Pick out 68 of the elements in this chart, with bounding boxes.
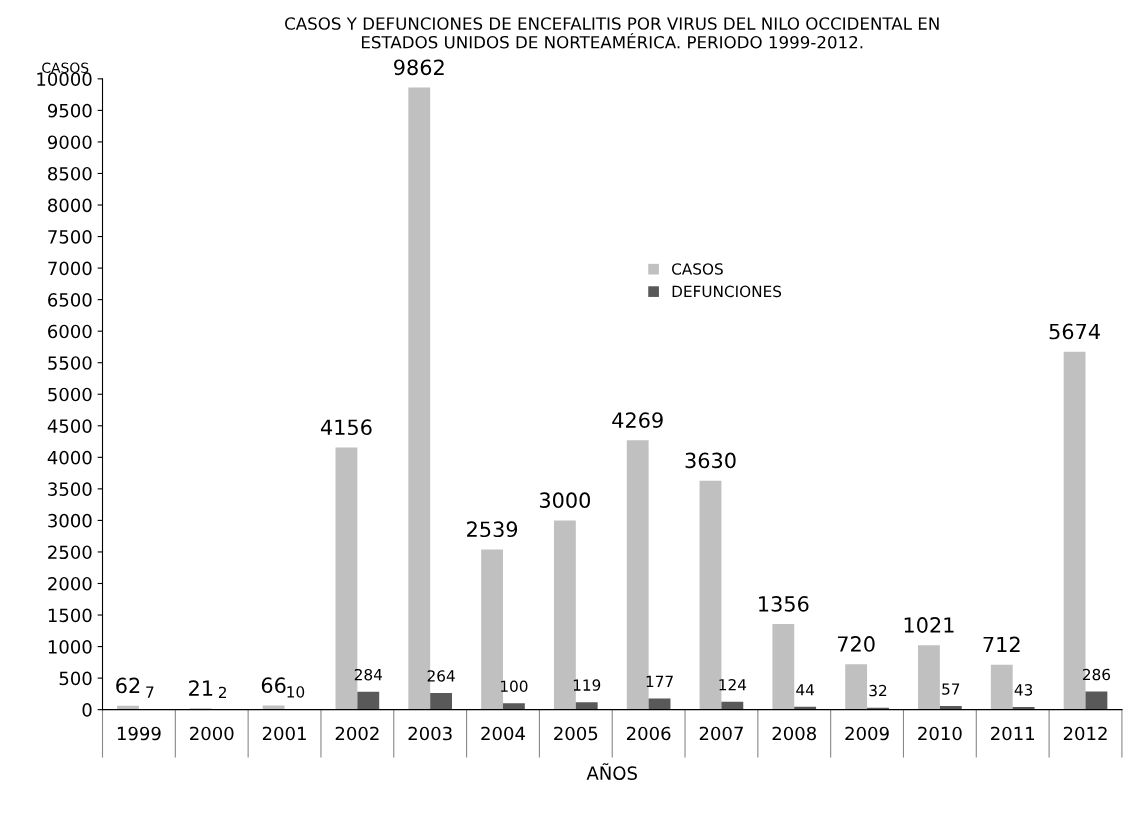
x-tick-label: 2008: [772, 726, 816, 741]
y-tick-label: 5000: [48, 387, 92, 402]
x-tick-label: 2005: [554, 726, 598, 741]
data-label: 66: [261, 677, 286, 694]
y-tick-label: 3000: [48, 513, 92, 528]
x-tick-label: 2001: [262, 726, 306, 741]
data-label: 1021: [904, 617, 954, 633]
y-tick-label: 6000: [48, 324, 92, 339]
y-tick-label: 4500: [47, 419, 92, 433]
data-label: 720: [837, 636, 875, 652]
x-tick-label: 2002: [335, 726, 379, 741]
y-tick-label: 9000: [47, 135, 92, 150]
data-label: 100: [501, 680, 528, 693]
data-label: 62: [116, 677, 140, 694]
x-tick-label: 2003: [408, 726, 452, 741]
data-label: 32: [869, 684, 887, 697]
data-label: 5674: [1049, 323, 1100, 340]
y-tick-label: 8500: [48, 166, 92, 181]
data-label: 3000: [539, 492, 591, 509]
x-tick-label: 2009: [845, 726, 889, 741]
data-label: 43: [1014, 684, 1033, 696]
data-label: 119: [573, 679, 601, 691]
x-tick-label: 2006: [626, 726, 671, 741]
x-tick-label: 2007: [699, 726, 743, 741]
x-tick-label: 1999: [117, 726, 161, 741]
x-tick-label: 2012: [1063, 726, 1107, 741]
data-label: 9862: [394, 59, 444, 76]
x-tick-label: 2000: [190, 726, 234, 741]
y-tick-label: 6500: [48, 293, 92, 307]
data-label: 57: [942, 683, 960, 695]
x-tick-label: 2004: [481, 726, 525, 741]
data-label: 3630: [685, 452, 736, 469]
y-axis-title: CASOS: [42, 62, 89, 74]
x-tick-label: 2010: [918, 726, 962, 741]
y-tick-label: 3500: [48, 482, 92, 496]
x-axis-title: AÑOS: [586, 763, 637, 780]
data-label: 264: [427, 670, 455, 682]
y-tick-label: 1000: [48, 640, 92, 654]
legend-label: CASOS: [672, 263, 723, 275]
data-label: 284: [354, 668, 383, 681]
y-tick-label: 7500: [48, 230, 92, 244]
y-tick-label: 7000: [48, 261, 92, 276]
y-tick-label: 8000: [48, 198, 92, 213]
y-tick-label: 0: [82, 703, 92, 717]
data-label: 2539: [467, 521, 518, 538]
y-tick-label: 1500: [48, 608, 92, 623]
y-tick-label: 2500: [48, 545, 92, 560]
data-label: 10: [287, 686, 305, 698]
y-tick-label: 9500: [47, 103, 92, 118]
legend-label: DEFUNCIONES: [672, 285, 782, 298]
data-label: 7: [146, 686, 154, 698]
data-label: 4156: [320, 419, 372, 436]
y-tick-label: 500: [59, 671, 92, 686]
data-label: 21: [189, 680, 213, 696]
data-label: 2: [218, 686, 226, 699]
data-label: 177: [646, 675, 673, 687]
y-tick-label: 2000: [48, 576, 92, 591]
data-label: 286: [1082, 668, 1111, 681]
data-label: 4269: [612, 412, 663, 428]
y-tick-label: 5500: [48, 356, 92, 370]
y-tick-label: 10000: [37, 72, 92, 86]
data-label: 1356: [759, 595, 809, 612]
y-tick-label: 4000: [47, 450, 92, 465]
data-label: 124: [719, 678, 747, 691]
chart-title: CASOS Y DEFUNCIONES DE ENCEFALITIS POR VIRUS DEL NILO OCCIDENTAL EN ESTADOS UNIDOS DE NORTEAMÉRICA. PERIODO 1999-2012.: [285, 17, 939, 49]
x-tick-label: 2011: [991, 726, 1034, 741]
data-label: 44: [796, 684, 815, 696]
data-label: 712: [983, 636, 1020, 653]
